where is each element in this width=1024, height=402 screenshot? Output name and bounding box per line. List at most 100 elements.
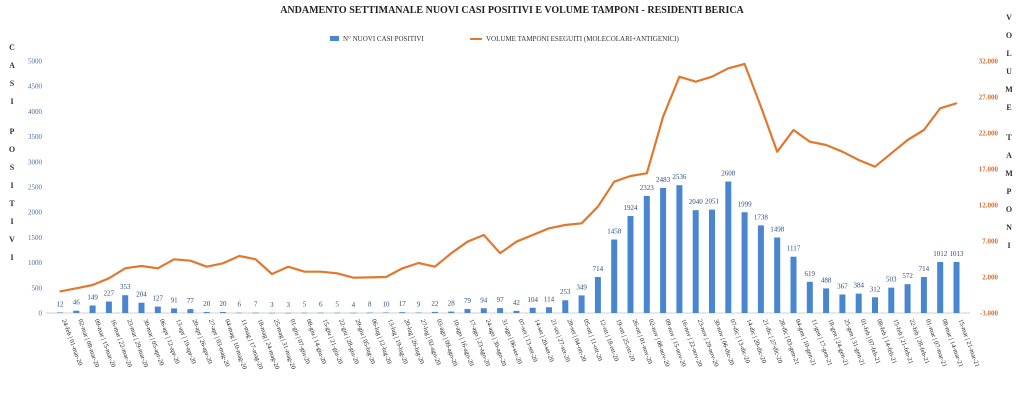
axis-title-letter: C: [9, 43, 15, 52]
right-axis-title: VOLUME TAMPONIVOLUMETAMPONI: [1005, 13, 1013, 250]
line-point: [499, 252, 501, 255]
left-tick-label: 1500: [28, 234, 43, 242]
bar-data-label: 17: [399, 300, 407, 308]
axis-title-letter: I: [10, 217, 13, 226]
line-point: [711, 75, 713, 78]
bar-data-label: 104: [527, 296, 538, 304]
line-point: [483, 234, 485, 236]
axis-title-letter: V: [1006, 13, 1012, 22]
bar-data-label: 46: [73, 299, 81, 307]
line-point: [662, 115, 664, 118]
bar-data-label: 5: [335, 301, 339, 309]
line-point: [923, 129, 925, 131]
axis-title-letter: P: [10, 127, 15, 136]
line-point: [434, 265, 436, 268]
axis-title-letter: I: [10, 253, 13, 262]
bar-data-label: 8: [368, 301, 372, 309]
line-point: [140, 265, 143, 267]
bar: [692, 210, 699, 313]
bar-data-label: 2483: [656, 176, 671, 184]
bar-data-label: 9: [417, 301, 421, 309]
left-tick-label: 500: [32, 284, 43, 292]
bar: [350, 312, 357, 314]
line-point: [841, 150, 844, 153]
line-point: [613, 180, 615, 183]
bar-data-label: 20: [203, 300, 211, 308]
bar: [334, 312, 341, 314]
line-series: [59, 62, 958, 293]
left-tick-label: 2000: [28, 209, 43, 217]
legend-bar-label: N° NUOVI CASI POSITIVI: [343, 35, 424, 43]
bar: [806, 281, 813, 313]
axis-title-letter: S: [10, 163, 15, 172]
bar-data-label: 94: [480, 296, 488, 304]
bar-data-label: 227: [104, 290, 115, 298]
bar: [774, 237, 781, 313]
right-tick-label: 2.000: [982, 274, 998, 282]
axis-title-letter: O: [1006, 31, 1012, 40]
line-point: [564, 224, 567, 226]
left-tick-label: 3000: [28, 158, 43, 166]
bar-data-label: 312: [870, 285, 881, 293]
bar: [203, 311, 210, 313]
bar-data-label: 7: [254, 301, 258, 309]
line-point: [222, 262, 224, 265]
bar-data-label: 204: [136, 291, 147, 299]
line-point: [205, 265, 208, 268]
bar-data-label: 6: [319, 301, 323, 309]
line-point: [694, 80, 697, 83]
line-point: [515, 240, 518, 243]
bar-data-label: 488: [821, 276, 832, 284]
bar: [757, 225, 764, 313]
bar-data-label: 1013: [950, 250, 965, 258]
bar: [888, 287, 895, 313]
bar: [464, 309, 471, 313]
bar: [285, 312, 292, 314]
line-point: [108, 277, 110, 280]
bar-data-label: 353: [120, 283, 131, 291]
bar-data-label: 3: [270, 301, 274, 309]
axis-title-letter: O: [9, 145, 15, 154]
line-point: [75, 287, 78, 290]
bar: [57, 312, 63, 313]
bar: [741, 212, 748, 313]
bar-data-label: 2051: [705, 198, 720, 206]
bar: [220, 311, 226, 313]
line-point: [646, 172, 648, 175]
line-point: [238, 255, 241, 257]
bar: [953, 261, 960, 313]
bar-data-label: 42: [513, 299, 521, 307]
right-tick-label: 17.000: [979, 166, 999, 174]
bar: [920, 277, 927, 313]
bar-data-label: 149: [87, 293, 98, 301]
bar-data-label: 2536: [672, 173, 687, 181]
line-point: [727, 67, 730, 70]
line-point: [271, 273, 273, 275]
bar: [676, 185, 683, 313]
axis-title-letter: I: [10, 181, 13, 190]
left-tick-label: 4500: [28, 83, 43, 91]
bar: [399, 312, 406, 313]
line-point: [874, 165, 876, 168]
bar: [383, 312, 389, 313]
bar-data-label: 12: [57, 300, 65, 308]
bar: [252, 312, 259, 314]
line-point: [743, 63, 746, 65]
bar-data-label: 114: [544, 295, 555, 303]
bar: [431, 311, 438, 313]
line-point: [939, 107, 941, 110]
line-point: [189, 259, 192, 262]
line-point: [352, 276, 355, 279]
bar: [317, 312, 324, 314]
legend-line-label: VOLUME TAMPONI ESEGUITI (MOLECOLARI+ANTI…: [486, 35, 679, 43]
line-point: [890, 152, 893, 155]
bar-data-label: 10: [383, 300, 391, 308]
line-point: [955, 102, 958, 105]
bar-data-label: 79: [464, 297, 472, 305]
line-point: [809, 140, 811, 143]
bar: [187, 309, 194, 313]
axis-title-letter: A: [9, 61, 15, 70]
line-point: [124, 267, 126, 270]
